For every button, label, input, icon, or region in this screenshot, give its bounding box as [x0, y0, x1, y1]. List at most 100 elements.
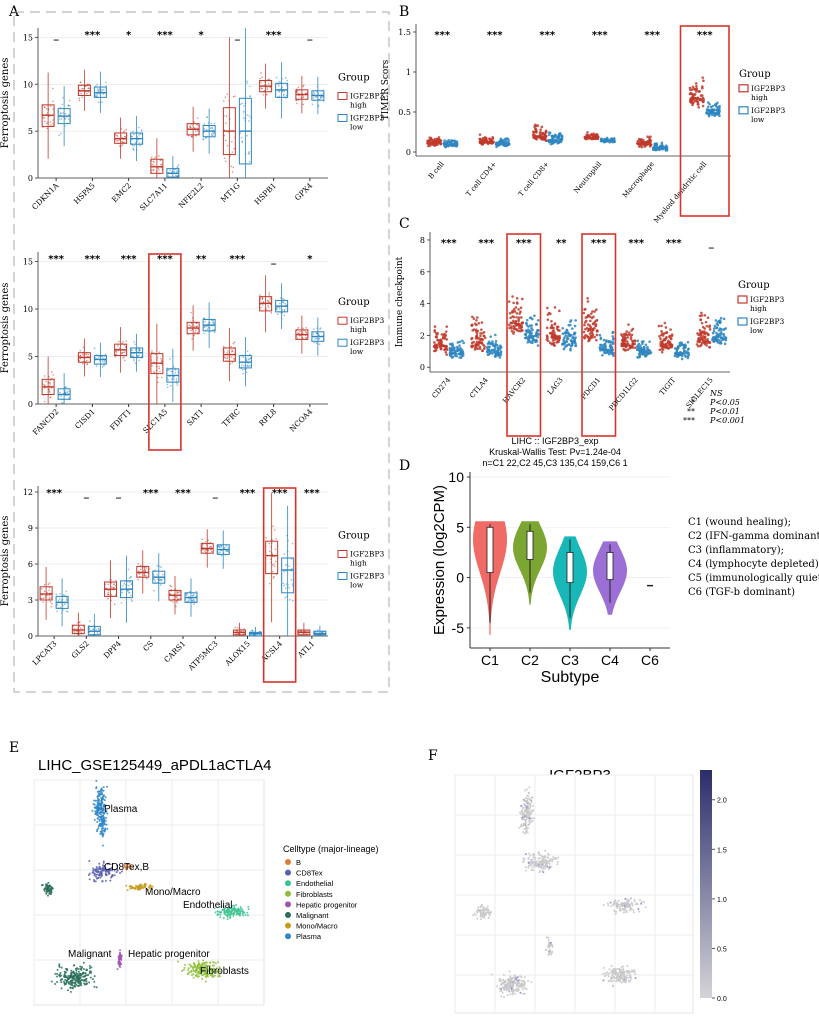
- data-point: [643, 351, 647, 355]
- key-text: P<0.05: [709, 398, 740, 407]
- jitter-point: [231, 171, 234, 173]
- cell-point: [527, 820, 530, 823]
- data-point: [628, 346, 632, 350]
- jitter-point: [283, 310, 286, 312]
- jitter-point: [302, 103, 305, 106]
- data-point: [512, 307, 516, 311]
- legend-title: Group: [338, 73, 370, 84]
- jitter-point: [220, 554, 223, 557]
- data-point: [657, 324, 661, 328]
- cell-point-Malignant: [67, 982, 70, 985]
- jitter-point: [249, 634, 252, 636]
- data-point: [713, 324, 717, 328]
- jitter-point: [67, 390, 69, 392]
- legend-key: [337, 572, 348, 580]
- cell-point-CD8Tex: [96, 871, 99, 874]
- significance-mark: _: [213, 488, 218, 499]
- x-tick-label: SLC7A11: [138, 181, 170, 213]
- data-point: [642, 340, 645, 343]
- significance-mark: ***: [143, 488, 159, 499]
- jitter-point: [131, 144, 134, 146]
- data-point: [649, 139, 652, 143]
- data-point: [509, 316, 512, 320]
- jitter-point: [234, 626, 236, 629]
- data-point: [553, 140, 556, 144]
- data-point: [709, 111, 712, 115]
- jitter-point: [153, 579, 156, 581]
- chart-title: LIHC_GSE125449_aPDL1aCTLA4: [38, 757, 271, 774]
- jitter-point: [223, 129, 226, 131]
- legend-title: Group: [739, 69, 771, 80]
- data-point: [611, 330, 615, 334]
- data-point: [475, 347, 478, 350]
- data-point: [639, 348, 643, 351]
- cell-point-Plasma: [97, 825, 100, 828]
- cell-point-Malignant: [44, 887, 47, 890]
- cell-point-Plasma: [100, 806, 103, 809]
- cell-point-CD8Tex: [97, 870, 100, 873]
- data-point: [633, 339, 637, 343]
- cell-point: [531, 805, 534, 808]
- data-point: [680, 357, 684, 361]
- legend-dot: [285, 901, 291, 908]
- jitter-point: [304, 630, 306, 632]
- cell-point-Malignant: [45, 892, 48, 895]
- cell-point-Plasma: [104, 819, 107, 822]
- y-tick-label: 0: [28, 400, 33, 409]
- data-point: [714, 319, 718, 322]
- cell-point-Fibroblasts: [207, 964, 210, 967]
- cell-point-Hepatic progenitor: [116, 968, 119, 971]
- data-point: [457, 352, 461, 356]
- cell-point-Plasma: [100, 797, 103, 800]
- data-point: [621, 334, 624, 338]
- data-point: [482, 343, 485, 347]
- jitter-point: [48, 381, 51, 384]
- jitter-point: [60, 395, 62, 397]
- jitter-point: [186, 592, 188, 595]
- cell-point-CD8Tex: [94, 880, 97, 883]
- jitter-point: [285, 564, 287, 567]
- data-point: [704, 320, 708, 324]
- data-point: [470, 315, 474, 319]
- jitter-point: [225, 139, 227, 142]
- cell-point-Mono/Macro: [149, 887, 152, 890]
- data-point: [599, 336, 603, 340]
- data-point: [706, 105, 710, 109]
- cell-point-CD8Tex: [111, 869, 114, 872]
- data-point: [659, 344, 663, 348]
- data-point: [487, 348, 491, 352]
- cell-point-Malignant: [80, 968, 83, 971]
- data-point: [474, 337, 478, 340]
- significance-mark: ***: [175, 488, 191, 499]
- cell-point-Endothelial: [241, 908, 244, 911]
- data-point: [653, 146, 657, 149]
- jitter-point: [101, 89, 104, 91]
- data-point: [546, 318, 550, 321]
- data-point: [455, 345, 459, 349]
- data-point: [712, 337, 715, 340]
- cell-point-Malignant: [46, 888, 49, 891]
- data-point: [433, 325, 437, 328]
- jitter-point: [321, 96, 324, 98]
- jitter-point: [46, 127, 49, 130]
- data-point: [713, 111, 717, 115]
- cell-point-Malignant: [70, 969, 73, 972]
- jitter-point: [174, 372, 177, 374]
- cell-point-Malignant: [88, 964, 91, 967]
- cell-point-Plasma: [95, 787, 98, 790]
- data-point: [547, 133, 551, 137]
- data-point: [551, 329, 555, 333]
- cell-point-Malignant: [89, 970, 92, 973]
- cell-point-Plasma: [101, 822, 104, 825]
- jitter-point: [79, 349, 81, 352]
- data-point: [504, 140, 508, 144]
- cell-point-Plasma: [99, 832, 102, 835]
- data-point: [590, 336, 594, 339]
- data-point: [481, 349, 484, 353]
- jitter-point: [191, 594, 194, 597]
- legend-label: IGF2BP3 high: [751, 84, 785, 102]
- jitter-point: [173, 378, 175, 380]
- jitter-point: [224, 357, 227, 359]
- jitter-point: [97, 627, 100, 630]
- data-point: [562, 347, 566, 351]
